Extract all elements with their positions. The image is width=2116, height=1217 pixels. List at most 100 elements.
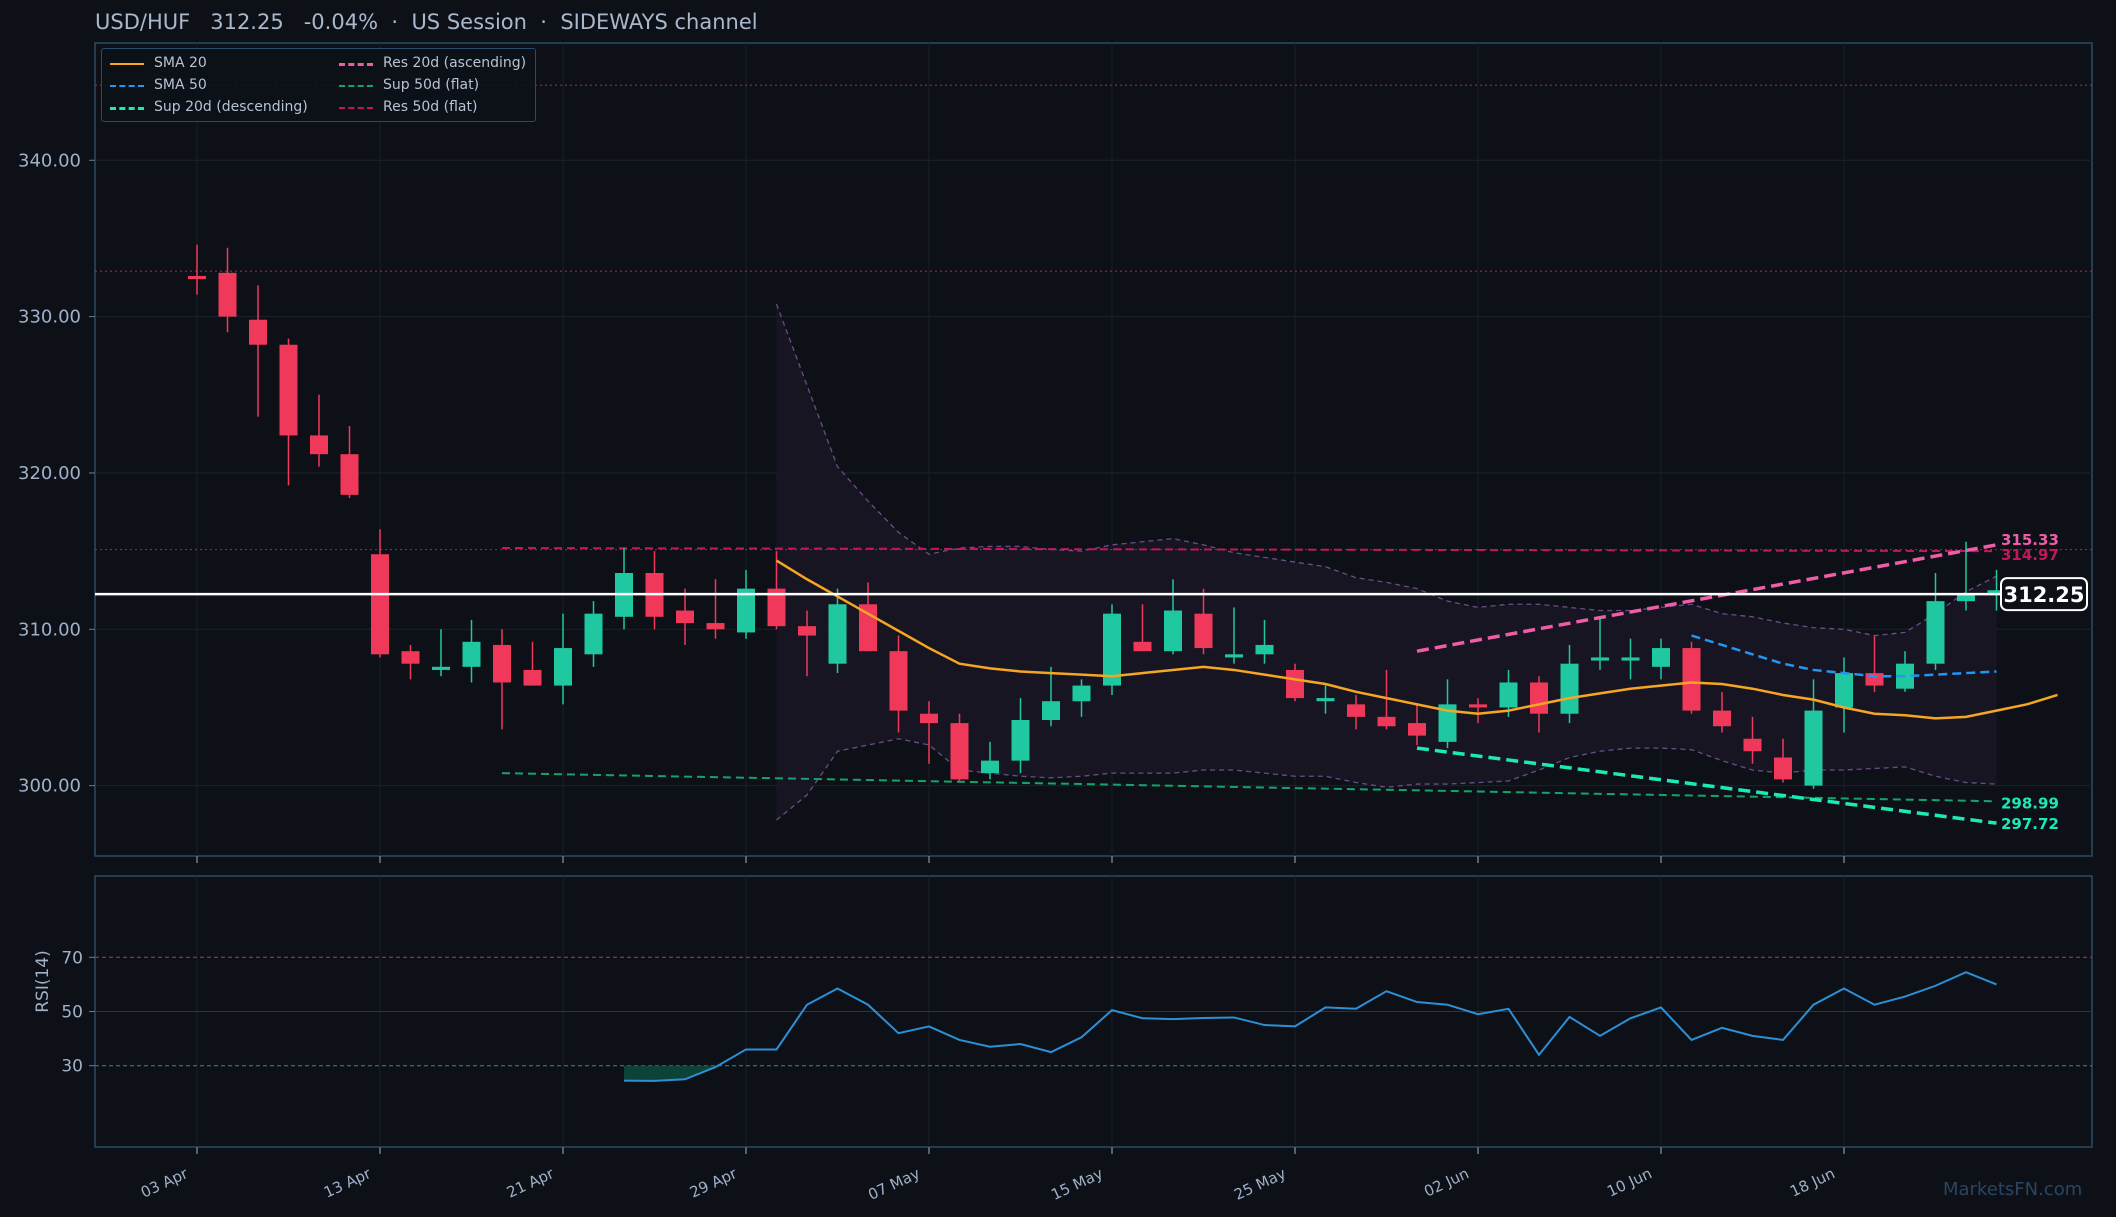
candle-body (1957, 594, 1975, 602)
candle (1682, 641, 1701, 714)
sup50-line (501, 772, 1997, 803)
candle (1377, 669, 1396, 730)
price: 312.25 (210, 10, 284, 34)
candle-body (1804, 710, 1823, 786)
candle-body (1377, 716, 1396, 727)
candle (1042, 666, 1060, 727)
candle (1347, 694, 1365, 730)
current-price-box (2000, 577, 2088, 612)
candle (279, 338, 298, 486)
candle-body (1316, 698, 1335, 702)
candle-body (889, 651, 908, 711)
price-panel-frame (94, 42, 2093, 857)
candle (889, 635, 908, 733)
rsi-axis-label: RSI(14) (33, 950, 53, 1013)
chart-legend: SMA 20 SMA 50 Sup 20d (descending) Res 2… (101, 48, 536, 122)
candle-body (828, 604, 847, 664)
res50-line (501, 546, 1997, 553)
rsi-oversold-fill (624, 1065, 718, 1081)
legend-label: Sup 50d (flat) (383, 77, 480, 93)
legend-swatch-sup20 (110, 107, 144, 110)
candle-body (676, 610, 694, 624)
watermark: MarketsFN.com (1943, 1179, 2083, 1200)
rsi-line (623, 971, 1997, 1082)
candle-body (737, 588, 755, 633)
y-tick-label: 340.00 (18, 150, 81, 171)
res50-value-label: 314.97 (2001, 546, 2059, 564)
candle (1103, 604, 1121, 695)
candle (1164, 579, 1182, 655)
sup50-value-label: 298.99 (2001, 794, 2059, 812)
x-tick-label: 02 Jun (1421, 1164, 1471, 1200)
legend-swatch-sma20 (110, 63, 144, 65)
candle-body (1438, 704, 1457, 742)
candle-body (462, 641, 481, 667)
candle (462, 619, 481, 683)
candle (1652, 638, 1670, 680)
candle (706, 579, 725, 639)
rsi-y-tick-label: 50 (61, 1003, 83, 1023)
candle-body (1042, 701, 1060, 720)
candle-body (401, 651, 420, 664)
x-tick-label: 29 Apr (687, 1164, 741, 1202)
candle (1560, 644, 1579, 724)
candle (1804, 679, 1823, 789)
candle (1286, 663, 1304, 702)
candle-body (523, 669, 542, 686)
candle-body (798, 626, 816, 636)
candle (523, 641, 542, 686)
legend-swatch-sup50 (339, 85, 373, 87)
candle-body (981, 760, 999, 774)
x-tick-label: 21 Apr (504, 1164, 558, 1202)
candle-body (1652, 648, 1670, 667)
candle (188, 244, 206, 295)
candle (340, 426, 359, 498)
candle (554, 613, 572, 705)
candle-body (584, 613, 603, 655)
candle (1774, 738, 1792, 783)
candle (1133, 604, 1152, 652)
candle-body (1987, 590, 2006, 595)
res20-value-label: 315.33 (2001, 531, 2059, 549)
candle-body (1926, 601, 1945, 664)
y-tick-label: 300.00 (18, 776, 81, 797)
candle-body (1286, 669, 1304, 699)
candle (493, 629, 511, 730)
x-tick-label: 18 Jun (1787, 1164, 1837, 1200)
separator: · (391, 10, 399, 34)
res20-line (1416, 543, 1997, 653)
candle (584, 601, 603, 667)
candle-body (1499, 682, 1518, 708)
symbol: USD/HUF (95, 10, 191, 34)
candle-body (432, 666, 450, 670)
candle (828, 588, 847, 674)
candle (1194, 588, 1213, 655)
candle (798, 610, 816, 677)
sup20-value-label: 297.72 (2001, 815, 2059, 833)
candle-body (1713, 710, 1731, 727)
candle-body (706, 623, 725, 630)
candle-body (767, 588, 786, 627)
candle-body (1133, 641, 1152, 652)
legend-swatch-sma50 (110, 85, 144, 87)
legend-swatch-res20 (339, 63, 373, 66)
candle-body (1225, 654, 1243, 658)
legend-label: Sup 20d (descending) (154, 99, 308, 115)
legend-label: SMA 50 (154, 77, 207, 93)
candle (981, 741, 999, 780)
candle-body (279, 344, 298, 436)
candle-body (493, 644, 511, 683)
candle-body (1194, 613, 1213, 649)
candle-body (920, 713, 938, 724)
candle (950, 713, 969, 783)
x-tick-label: 10 Jun (1604, 1164, 1654, 1200)
candle (676, 588, 694, 645)
candle (645, 551, 664, 630)
candle (1743, 716, 1762, 764)
bollinger-lower (776, 738, 1997, 821)
legend-label: SMA 20 (154, 55, 207, 71)
sup20-line (1416, 746, 1997, 825)
legend-label: Res 50d (flat) (383, 99, 478, 115)
candle-body (554, 648, 572, 686)
candle (1408, 704, 1426, 745)
